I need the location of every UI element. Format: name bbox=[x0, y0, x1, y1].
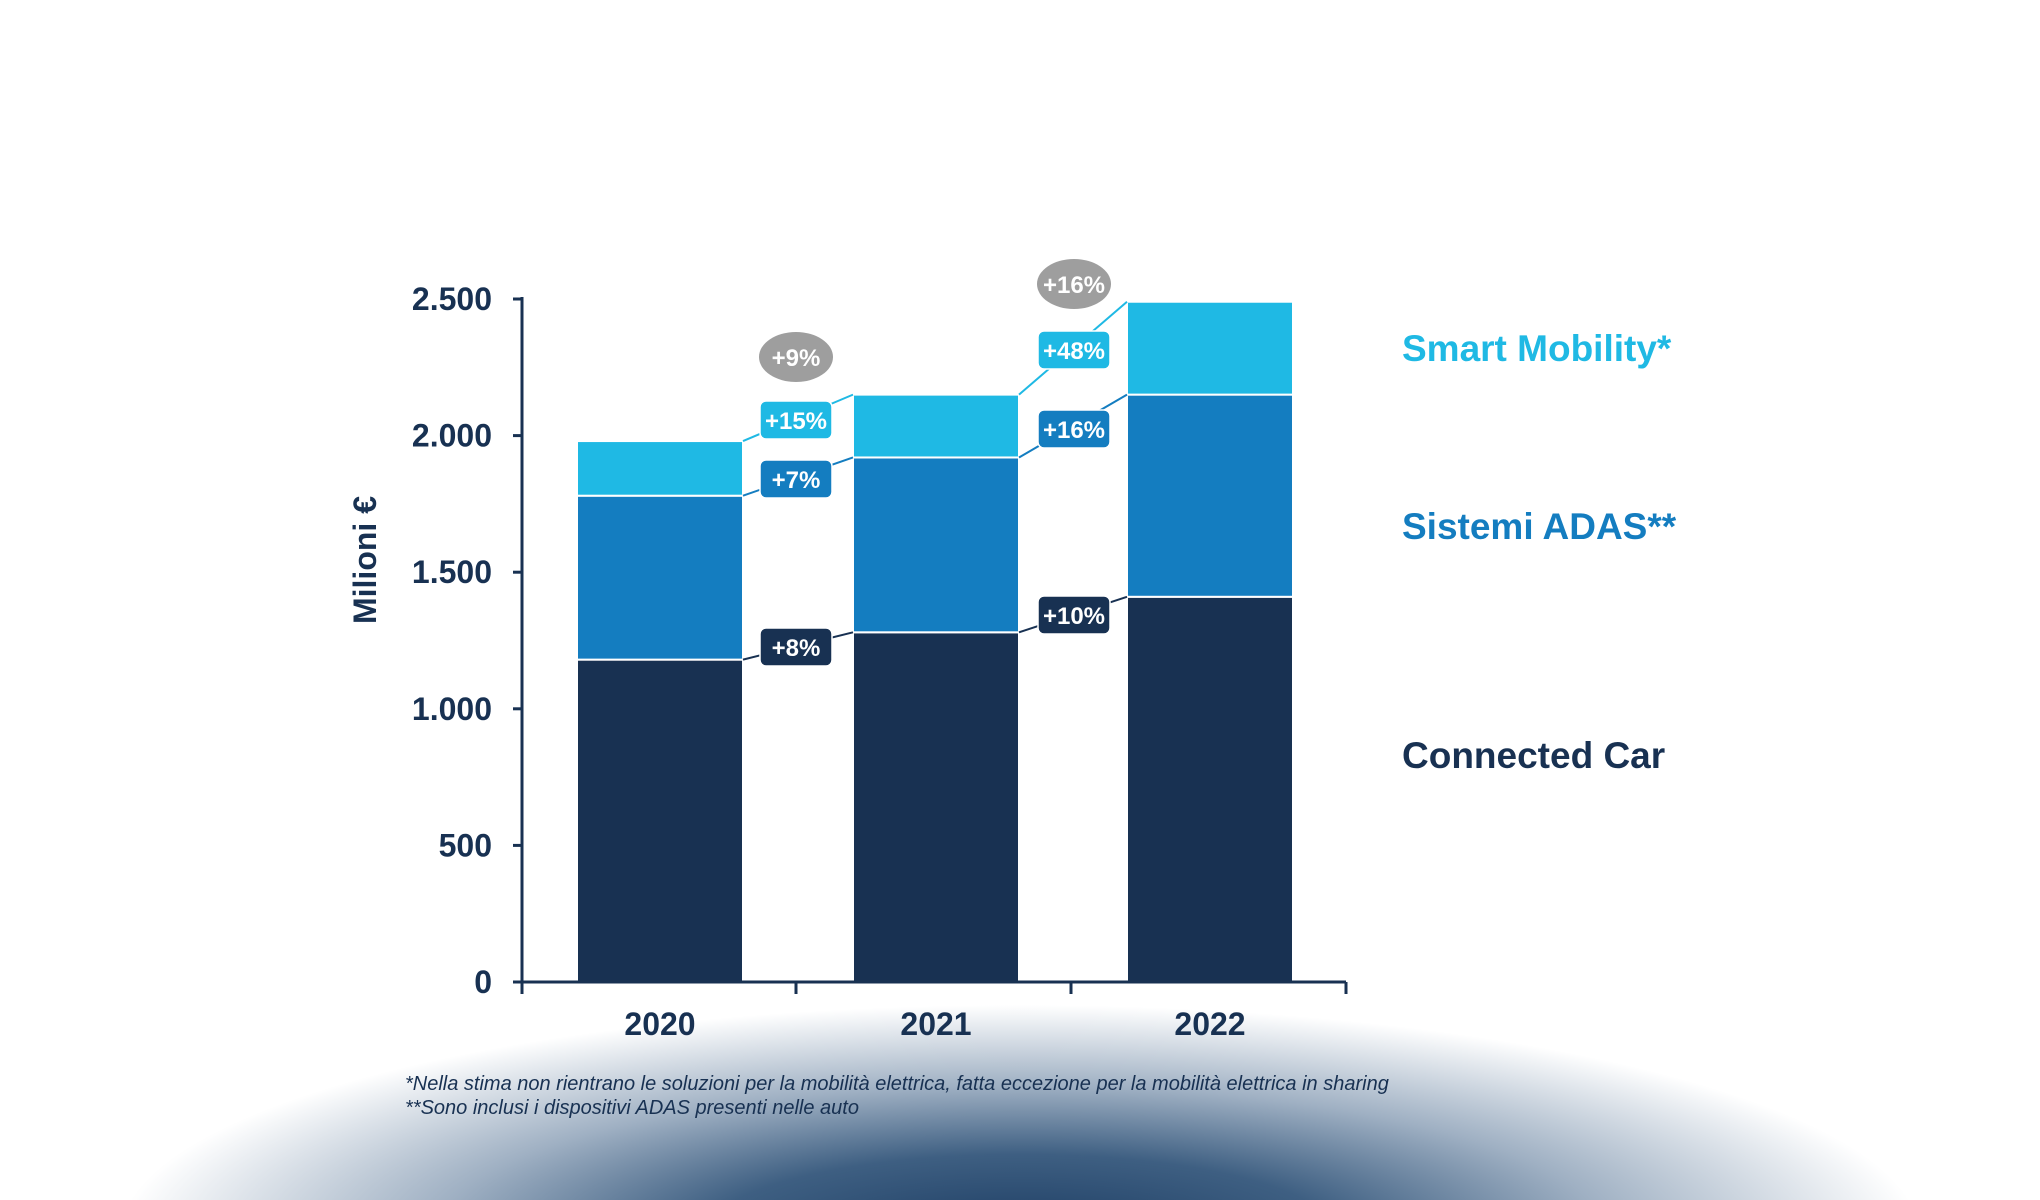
growth-badge bbox=[759, 459, 833, 499]
bar-segment-sistemi-adas--2021 bbox=[852, 456, 1020, 634]
total-growth-label: +16% bbox=[1043, 272, 1105, 299]
bar-segment-connected-car-2022 bbox=[1126, 595, 1294, 984]
bar-segment-sistemi-adas--2020 bbox=[576, 494, 744, 661]
y-tick-label: 1.000 bbox=[412, 691, 492, 727]
legend-smart-mobility: Smart Mobility* bbox=[1402, 328, 1672, 369]
growth-badge-label: +8% bbox=[772, 635, 821, 662]
y-tick-label: 2.500 bbox=[412, 281, 492, 317]
y-axis-label: Milioni € bbox=[347, 496, 383, 624]
growth-badge bbox=[759, 627, 833, 667]
y-tick-label: 0 bbox=[474, 964, 492, 1000]
growth-badge-label: +15% bbox=[765, 408, 827, 435]
bar-segment-smart-mobility--2021 bbox=[852, 393, 1020, 459]
x-tick-label: 2022 bbox=[1174, 1006, 1245, 1042]
growth-badge-label: +48% bbox=[1043, 338, 1105, 365]
total-growth-badge bbox=[1037, 259, 1111, 309]
legend-connected-car: Connected Car bbox=[1402, 735, 1666, 776]
growth-badge bbox=[1037, 409, 1111, 449]
growth-badge-label: +16% bbox=[1043, 417, 1105, 444]
y-tick-label: 2.000 bbox=[412, 418, 492, 454]
y-tick-label: 500 bbox=[439, 827, 492, 863]
bar-segment-smart-mobility--2022 bbox=[1126, 300, 1294, 396]
total-growth-badge bbox=[759, 332, 833, 382]
growth-badge bbox=[1037, 330, 1111, 370]
growth-badge bbox=[759, 400, 833, 440]
bar-segment-smart-mobility--2020 bbox=[576, 440, 744, 497]
footnote-1: *Nella stima non rientrano le soluzioni … bbox=[405, 1073, 1389, 1095]
footnote-2: **Sono inclusi i dispositivi ADAS presen… bbox=[405, 1097, 859, 1119]
legend-sistemi-adas: Sistemi ADAS** bbox=[1402, 506, 1677, 547]
y-tick-label: 1.500 bbox=[412, 554, 492, 590]
bar-segment-connected-car-2020 bbox=[576, 658, 744, 984]
x-tick-label: 2020 bbox=[624, 1006, 695, 1042]
total-growth-label: +9% bbox=[772, 345, 821, 372]
bar-segment-connected-car-2021 bbox=[852, 631, 1020, 984]
growth-badge-label: +7% bbox=[772, 467, 821, 494]
growth-badge bbox=[1037, 595, 1111, 635]
bar-segment-sistemi-adas--2022 bbox=[1126, 393, 1294, 598]
growth-badge-label: +10% bbox=[1043, 603, 1105, 630]
x-tick-label: 2021 bbox=[900, 1006, 971, 1042]
